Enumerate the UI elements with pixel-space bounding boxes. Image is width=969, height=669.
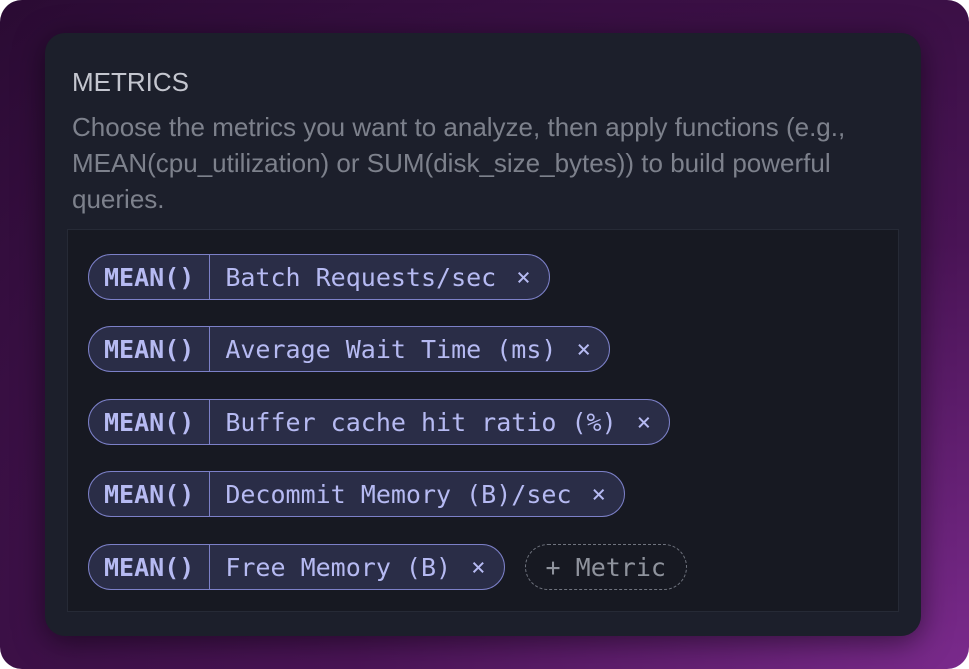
remove-icon[interactable]: × xyxy=(471,553,486,581)
function-selector[interactable]: MEAN() xyxy=(89,472,211,516)
metrics-list: MEAN() Batch Requests/sec × MEAN() Average … xyxy=(67,229,899,612)
add-metric-button[interactable]: + Metric xyxy=(524,544,687,590)
metric-name: Free Memory (B) xyxy=(225,552,452,582)
metric-name: Buffer cache hit ratio (%) xyxy=(225,407,617,437)
metric-chip[interactable]: MEAN() Decommit Memory (B)/sec × xyxy=(88,471,625,517)
metric-name: Decommit Memory (B)/sec xyxy=(225,479,572,509)
function-selector[interactable]: MEAN() xyxy=(89,545,211,589)
metric-chip[interactable]: MEAN() Buffer cache hit ratio (%) × xyxy=(88,399,671,445)
function-selector[interactable]: MEAN() xyxy=(89,255,211,299)
metric-chip[interactable]: MEAN() Batch Requests/sec × xyxy=(88,254,550,300)
remove-icon[interactable]: × xyxy=(636,408,652,436)
remove-icon[interactable]: × xyxy=(576,335,591,363)
metrics-card: METRICS Choose the metrics you want to a… xyxy=(45,33,921,636)
remove-icon[interactable]: × xyxy=(591,480,606,508)
metric-name: Batch Requests/sec xyxy=(225,262,497,292)
section-title: METRICS xyxy=(72,67,189,97)
metric-chip[interactable]: MEAN() Average Wait Time (ms) × xyxy=(88,326,610,372)
remove-icon[interactable]: × xyxy=(516,263,531,291)
metric-name: Average Wait Time (ms) xyxy=(225,334,557,364)
function-selector[interactable]: MEAN() xyxy=(89,400,211,444)
section-description: Choose the metrics you want to analyze, … xyxy=(72,112,846,214)
metric-chip[interactable]: MEAN() Free Memory (B) × xyxy=(88,544,505,590)
function-selector[interactable]: MEAN() xyxy=(89,327,211,371)
